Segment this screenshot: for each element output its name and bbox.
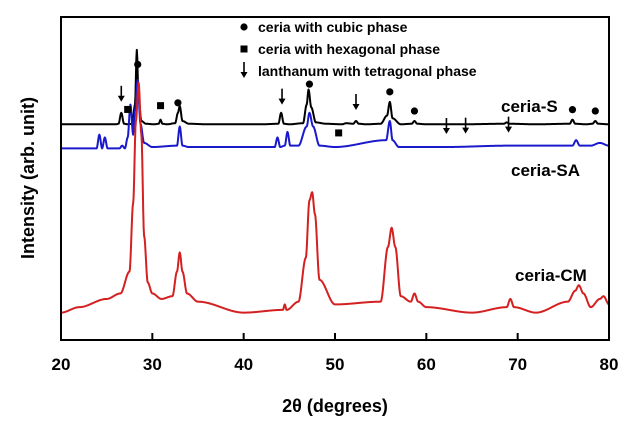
hexagonal-phase-marker <box>157 102 165 110</box>
x-tick-label: 60 <box>417 355 436 374</box>
legend-entry-label: ceria with hexagonal phase <box>258 41 440 57</box>
x-tick-label: 40 <box>234 355 253 374</box>
legend-square-icon <box>240 45 248 53</box>
tetragonal-phase-marker <box>278 88 286 105</box>
tetragonal-phase-marker <box>442 118 450 135</box>
cubic-phase-marker <box>568 106 577 114</box>
tetragonal-phase-marker <box>505 116 513 133</box>
x-axis-ticks: 20 30 40 50 60 70 80 <box>52 333 619 374</box>
series-line-ceria-S <box>60 48 610 126</box>
cubic-phase-marker <box>591 107 599 115</box>
cubic-phase-marker <box>386 88 394 96</box>
x-tick-label: 50 <box>326 355 345 374</box>
series-label-ceria-S: ceria-S <box>501 97 558 116</box>
cubic-phase-marker <box>410 107 419 115</box>
y-axis-title: Intensity (arb. unit) <box>18 97 38 259</box>
legend-entry-label: ceria with cubic phase <box>258 19 408 35</box>
x-axis-title: 2θ (degrees) <box>282 396 388 416</box>
cubic-phase-marker <box>305 80 314 88</box>
legend: ceria with cubic phase ceria with hexagon… <box>240 19 477 79</box>
series-label-ceria-CM: ceria-CM <box>515 266 587 285</box>
legend-circle-icon <box>240 23 248 31</box>
tetragonal-phase-marker <box>462 117 470 134</box>
hexagonal-phase-marker <box>124 105 132 113</box>
series-label-ceria-SA: ceria-SA <box>511 161 580 180</box>
x-tick-label: 80 <box>600 355 619 374</box>
legend-entry-label: lanthanum with tetragonal phase <box>258 63 477 79</box>
x-tick-label: 70 <box>508 355 527 374</box>
x-tick-label: 30 <box>143 355 162 374</box>
tetragonal-phase-marker <box>117 85 125 102</box>
peak-markers <box>117 60 599 137</box>
hexagonal-phase-marker <box>335 129 343 137</box>
series-line-ceria-CM <box>60 81 610 314</box>
cubic-phase-marker <box>134 60 142 69</box>
legend-arrow-icon <box>240 62 248 78</box>
cubic-phase-marker <box>174 99 182 107</box>
series-line-ceria-SA <box>60 78 610 150</box>
x-tick-label: 20 <box>52 355 71 374</box>
series-curves <box>60 48 610 314</box>
tetragonal-phase-marker <box>352 94 360 111</box>
series-labels: ceria-S ceria-SA ceria-CM <box>501 97 587 285</box>
